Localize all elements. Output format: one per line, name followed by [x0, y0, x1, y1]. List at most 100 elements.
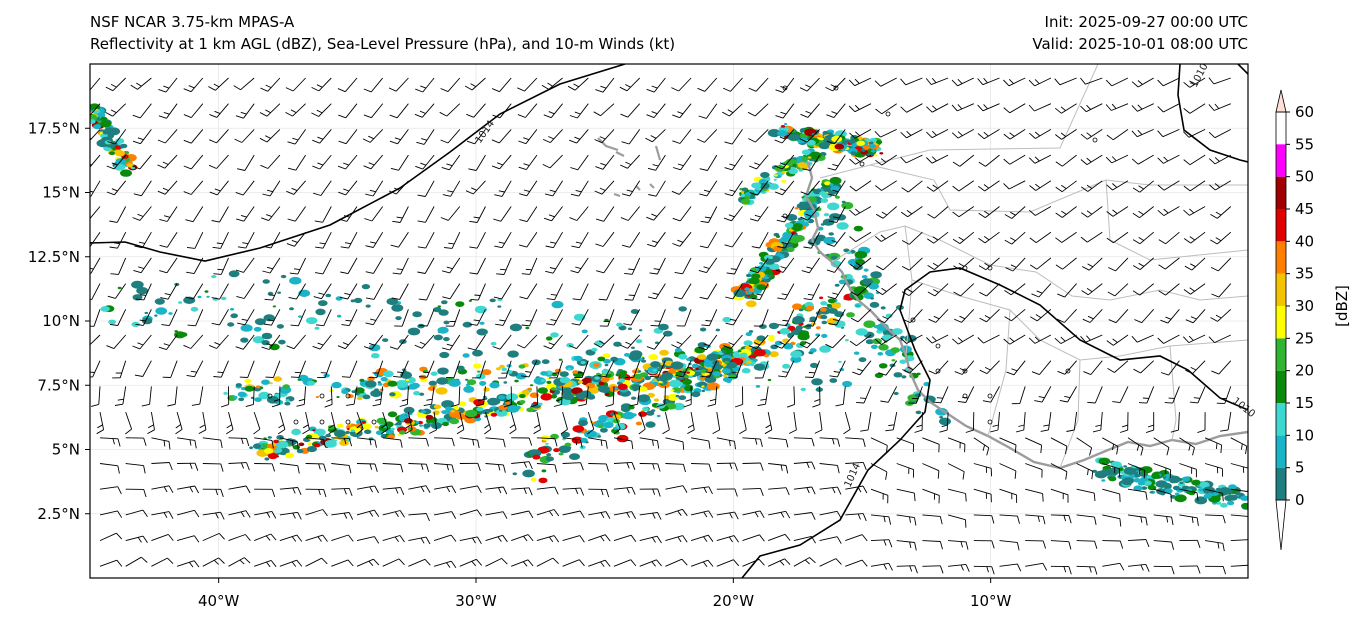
reflectivity-cell [272, 305, 276, 308]
wind-barb-flag [1190, 263, 1196, 268]
wind-barb-staff [356, 536, 375, 542]
wind-barb-flag [381, 424, 387, 429]
wind-barb-flag [186, 271, 195, 275]
reflectivity-cell [829, 176, 842, 185]
wind-barb-flag [599, 187, 606, 191]
wind-barb-flag [931, 130, 937, 136]
wind-barb-flag [441, 166, 450, 171]
reflectivity-cell [797, 332, 810, 341]
wind-barb-flag [926, 337, 933, 344]
wind-barb-flag [340, 246, 349, 249]
wind-barb-flag [442, 296, 451, 300]
wind-barb-staff [588, 534, 606, 542]
wind-barb-flag [366, 297, 375, 300]
wind-barb-flag [518, 244, 527, 248]
reflectivity-cell [490, 341, 497, 346]
wind-barb-staff [408, 536, 427, 542]
wind-barb-staff [626, 77, 641, 92]
wind-barb-staff [690, 534, 709, 542]
wind-barb-staff [408, 513, 427, 516]
wind-barb-flag [849, 264, 858, 270]
wind-barb-staff [613, 486, 632, 490]
reflectivity-cell [820, 223, 826, 226]
wind-barb-flag [364, 218, 373, 222]
wind-barb-staff [605, 360, 615, 378]
reflectivity-cell [915, 410, 922, 415]
wind-barb-flag [492, 346, 501, 350]
wind-barb-flag [620, 344, 628, 349]
reflectivity-cell [527, 387, 532, 391]
wind-barb-flag [1105, 156, 1113, 164]
wind-barb-flag [1189, 80, 1195, 86]
wind-barb-flag [242, 242, 249, 245]
wind-barb-flag [543, 114, 552, 119]
wind-barb-staff [279, 487, 298, 490]
wind-barb-flag [183, 165, 192, 170]
wind-barb-staff [845, 461, 864, 464]
wind-barb-flag [597, 375, 606, 378]
wind-barb-staff [1137, 334, 1154, 343]
wind-barb-staff [433, 560, 452, 567]
wind-barb-flag [902, 369, 910, 374]
cape-verde-islands [597, 137, 662, 198]
wind-barb-flag [240, 462, 245, 469]
wind-barb-flag [799, 138, 808, 143]
wind-barb-staff [1102, 562, 1121, 567]
wind-barb-flag [629, 403, 638, 407]
wind-barb-flag [425, 536, 431, 545]
wind-barb-flag [318, 489, 321, 496]
isobar-1010-northeast [1177, 64, 1248, 163]
colorbar-segment [1276, 467, 1286, 500]
wind-barb-flag [699, 296, 708, 300]
reflectivity-cell [389, 392, 396, 397]
wind-barb-staff [425, 206, 435, 223]
reflectivity-cell [254, 397, 262, 402]
reflectivity-cell [331, 381, 342, 389]
wind-barb-flag [400, 439, 403, 448]
wind-barb-staff [1011, 206, 1026, 219]
wind-barb-staff [1216, 231, 1232, 245]
wind-barb-staff [356, 437, 375, 441]
wind-barb-staff [556, 360, 564, 378]
wind-barb-staff [613, 511, 632, 516]
reflectivity-cell [669, 379, 682, 388]
wind-barb-flag [1119, 563, 1125, 571]
wind-barb-staff [511, 461, 530, 464]
wind-barb-flag [451, 403, 460, 408]
wind-barb-flag [728, 536, 733, 543]
reflectivity-cell [371, 353, 380, 359]
wind-barb-staff [1189, 103, 1206, 114]
wind-barb-staff [1230, 463, 1248, 469]
wind-barb-staff [98, 386, 101, 405]
reflectivity-cell [787, 134, 798, 141]
reflectivity-cell [403, 406, 415, 414]
reflectivity-cell [458, 401, 467, 407]
wind-barb-staff [331, 511, 350, 516]
wind-barb-flag [754, 342, 760, 346]
reflectivity-cell [433, 307, 442, 313]
wind-barb-staff [536, 386, 539, 405]
wind-barb-flag [414, 344, 423, 349]
reflectivity-cell [408, 427, 413, 430]
wind-barb-flag [125, 428, 132, 435]
wind-barb-flag [135, 298, 144, 301]
wind-barb-staff [324, 360, 332, 378]
wind-barb-staff [1218, 283, 1232, 298]
wind-barb-flag [1108, 267, 1116, 272]
wind-barb-staff [202, 557, 219, 567]
wind-barb-flag [852, 371, 860, 376]
wind-barb-flag [977, 104, 984, 112]
wind-barb-flag [1160, 319, 1169, 324]
wind-barb-staff [294, 206, 306, 222]
reflectivity-cell [790, 355, 802, 363]
wind-barb-staff [1009, 129, 1026, 140]
wind-barb-flag [497, 464, 501, 471]
wind-barb-flag [519, 219, 528, 223]
reflectivity-cell [622, 411, 635, 420]
wind-barb-staff [356, 509, 375, 516]
wind-barb-flag [114, 403, 123, 406]
wind-barb-flag [962, 471, 965, 480]
wind-barb-staff [654, 231, 666, 247]
reflectivity-cell [1133, 485, 1143, 492]
wind-barb-staff [524, 334, 538, 349]
